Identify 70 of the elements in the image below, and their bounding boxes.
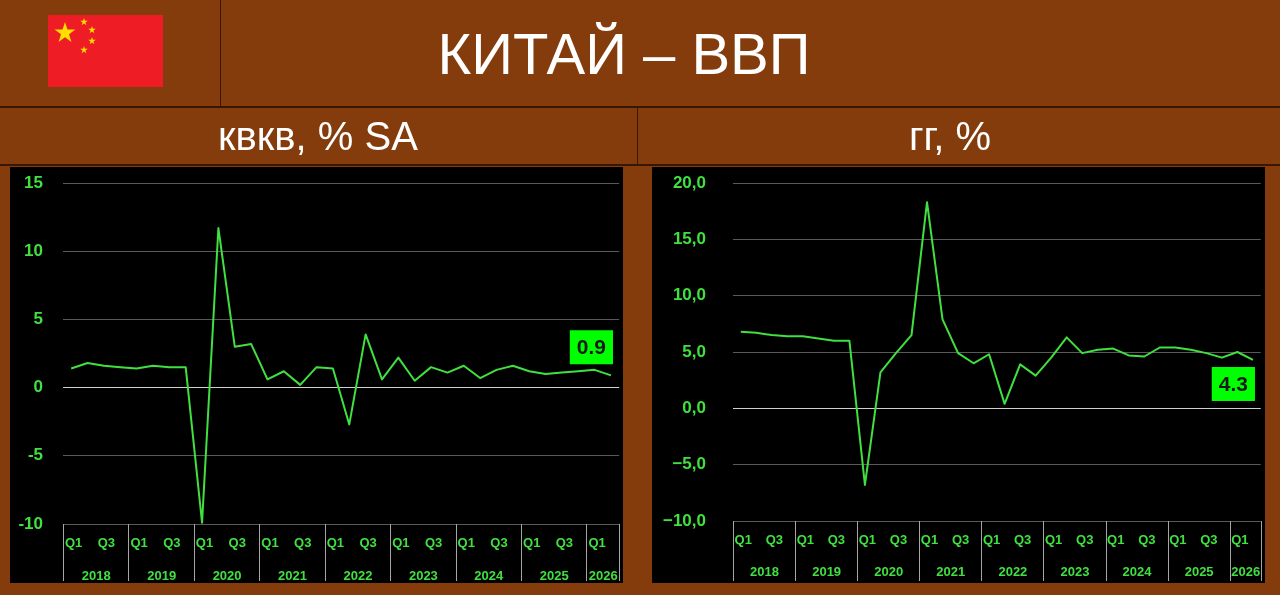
text: 2022 [998, 563, 1028, 579]
x-tick-label: Q1 [195, 535, 214, 551]
x-tick-label: Q1 [261, 535, 279, 551]
x-tick-label: Q1 [130, 535, 148, 551]
x-tick-label: Q3 [889, 532, 908, 548]
y-tick-label: 10,0 [672, 285, 706, 305]
text: 2025 [1184, 563, 1214, 579]
text: 2020 [874, 563, 904, 579]
x-tick-label: Q1 [920, 532, 939, 548]
x-tick-label: Q1 [588, 535, 606, 551]
text: 2023 [408, 567, 438, 583]
x-tick-label: Q3 [1200, 532, 1218, 548]
x-tick-label: Q1 [1231, 532, 1249, 548]
x-tick-label: Q3 [555, 535, 574, 551]
y-tick-label: 15,0 [672, 229, 706, 249]
x-tick-label: Q1 [65, 535, 83, 551]
y-tick-label: 10 [24, 240, 43, 260]
y-tick-label: 0 [33, 377, 43, 397]
x-tick-label: Q1 [523, 535, 541, 551]
x-tick-label: Q1 [1169, 532, 1187, 548]
text: 2021 [278, 567, 307, 583]
x-tick-label: Q3 [163, 535, 181, 551]
text: 2026 [588, 567, 618, 583]
x-tick-label: Q1 [796, 532, 815, 548]
x-tick-label: Q1 [457, 535, 475, 551]
data-label: 0.9 [576, 335, 607, 359]
x-tick-label: Q3 [951, 532, 970, 548]
chart-title: КИТАЙ – ВВП [437, 21, 811, 86]
x-tick-label: Q3 [97, 535, 116, 551]
x-tick-label: Q3 [1013, 532, 1032, 548]
text: 2019 [147, 567, 177, 583]
x-tick-label: Q3 [424, 535, 443, 551]
chart-subtitle: квкв, % SA [218, 114, 418, 158]
x-tick-label: Q3 [827, 532, 846, 548]
data-label: 4.3 [1218, 371, 1248, 395]
text: 2024 [1122, 563, 1153, 579]
x-tick-label: Q3 [359, 535, 377, 551]
y-tick-label: -10 [18, 513, 43, 533]
y-tick-label: 5,0 [682, 341, 706, 361]
text: 2018 [750, 563, 779, 579]
chart-subtitle: гг, % [908, 114, 992, 158]
text: 2021 [936, 563, 966, 579]
x-tick-label: Q1 [734, 532, 752, 548]
x-tick-label: Q1 [392, 535, 410, 551]
text: 2018 [81, 567, 111, 583]
y-tick-label: -5 [27, 445, 43, 465]
text: 2026 [1231, 563, 1261, 579]
y-tick-label: 15 [24, 172, 43, 192]
x-tick-label: Q3 [1138, 532, 1156, 548]
text: 2023 [1060, 563, 1090, 579]
x-tick-label: Q3 [765, 532, 783, 548]
x-tick-label: Q3 [294, 535, 312, 551]
text: 2025 [539, 567, 569, 583]
y-tick-label: 5 [33, 309, 43, 329]
x-tick-label: Q1 [858, 532, 877, 548]
text: 2019 [812, 563, 842, 579]
x-tick-label: Q3 [1076, 532, 1094, 548]
y-tick-label: 20,0 [672, 172, 706, 192]
x-tick-label: Q3 [490, 535, 508, 551]
x-tick-label: Q1 [326, 535, 345, 551]
x-tick-label: Q1 [1045, 532, 1063, 548]
y-tick-label: −10,0 [662, 510, 706, 530]
x-tick-label: Q3 [228, 535, 246, 551]
x-tick-label: Q1 [1107, 532, 1125, 548]
y-tick-label: 0,0 [682, 398, 706, 418]
text: 2022 [343, 567, 373, 583]
text: 2020 [212, 567, 242, 583]
y-tick-label: −5,0 [672, 454, 706, 474]
text: 2024 [474, 567, 505, 583]
x-tick-label: Q1 [982, 532, 1001, 548]
